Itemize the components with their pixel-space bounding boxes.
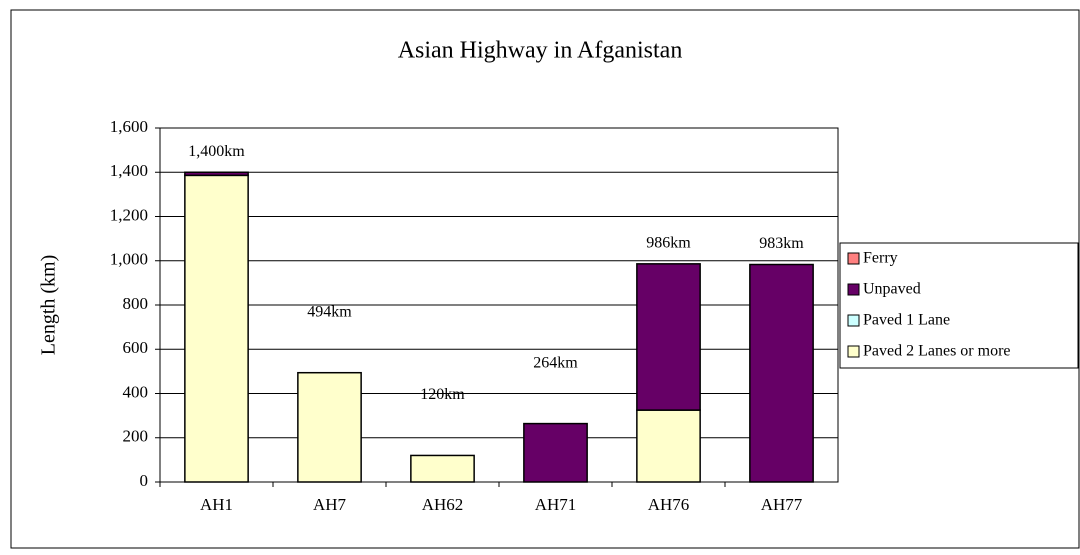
y-tick-label: 1,600 bbox=[110, 117, 148, 136]
y-axis-label: Length (km) bbox=[38, 255, 60, 356]
total-label: 264km bbox=[533, 354, 578, 371]
total-label: 494km bbox=[307, 303, 352, 320]
legend-label: Paved 2 Lanes or more bbox=[863, 343, 1011, 360]
y-tick-label: 800 bbox=[123, 294, 149, 313]
y-tick-label: 0 bbox=[140, 471, 149, 490]
total-label: 986km bbox=[646, 235, 691, 252]
bar-segment bbox=[523, 422, 588, 483]
x-tick-label: AH71 bbox=[535, 495, 577, 514]
bar-segment bbox=[410, 454, 475, 483]
total-label: 120km bbox=[420, 386, 465, 403]
legend-label: Unpaved bbox=[863, 281, 921, 298]
x-tick-label: AH1 bbox=[200, 495, 233, 514]
legend-box bbox=[839, 242, 1079, 369]
x-tick-label: AH77 bbox=[761, 495, 803, 514]
bar-segment bbox=[636, 263, 701, 411]
chart-title: Asian Highway in Afganistan bbox=[398, 38, 683, 64]
bar-segment bbox=[636, 409, 701, 483]
legend-swatch bbox=[847, 252, 860, 265]
y-tick-label: 1,200 bbox=[110, 205, 148, 224]
y-tick-label: 200 bbox=[123, 427, 149, 446]
y-tick-label: 600 bbox=[123, 338, 149, 357]
total-label: 1,400km bbox=[188, 143, 245, 160]
y-tick-label: 400 bbox=[123, 382, 149, 401]
bar-segment bbox=[184, 174, 249, 483]
legend-swatch bbox=[847, 314, 860, 327]
x-tick-label: AH62 bbox=[422, 495, 464, 514]
legend-label: Paved 1 Lane bbox=[863, 312, 950, 329]
total-label: 983km bbox=[759, 235, 804, 252]
bar-segment bbox=[184, 171, 249, 177]
x-tick-label: AH76 bbox=[648, 495, 690, 514]
legend-swatch bbox=[847, 283, 860, 296]
legend-swatch bbox=[847, 345, 860, 358]
y-tick-label: 1,400 bbox=[110, 161, 148, 180]
bar-segment bbox=[297, 371, 362, 483]
y-tick-label: 1,000 bbox=[110, 250, 148, 269]
x-tick-label: AH7 bbox=[313, 495, 347, 514]
legend-label: Ferry bbox=[863, 250, 898, 267]
bar-segment bbox=[749, 263, 814, 483]
